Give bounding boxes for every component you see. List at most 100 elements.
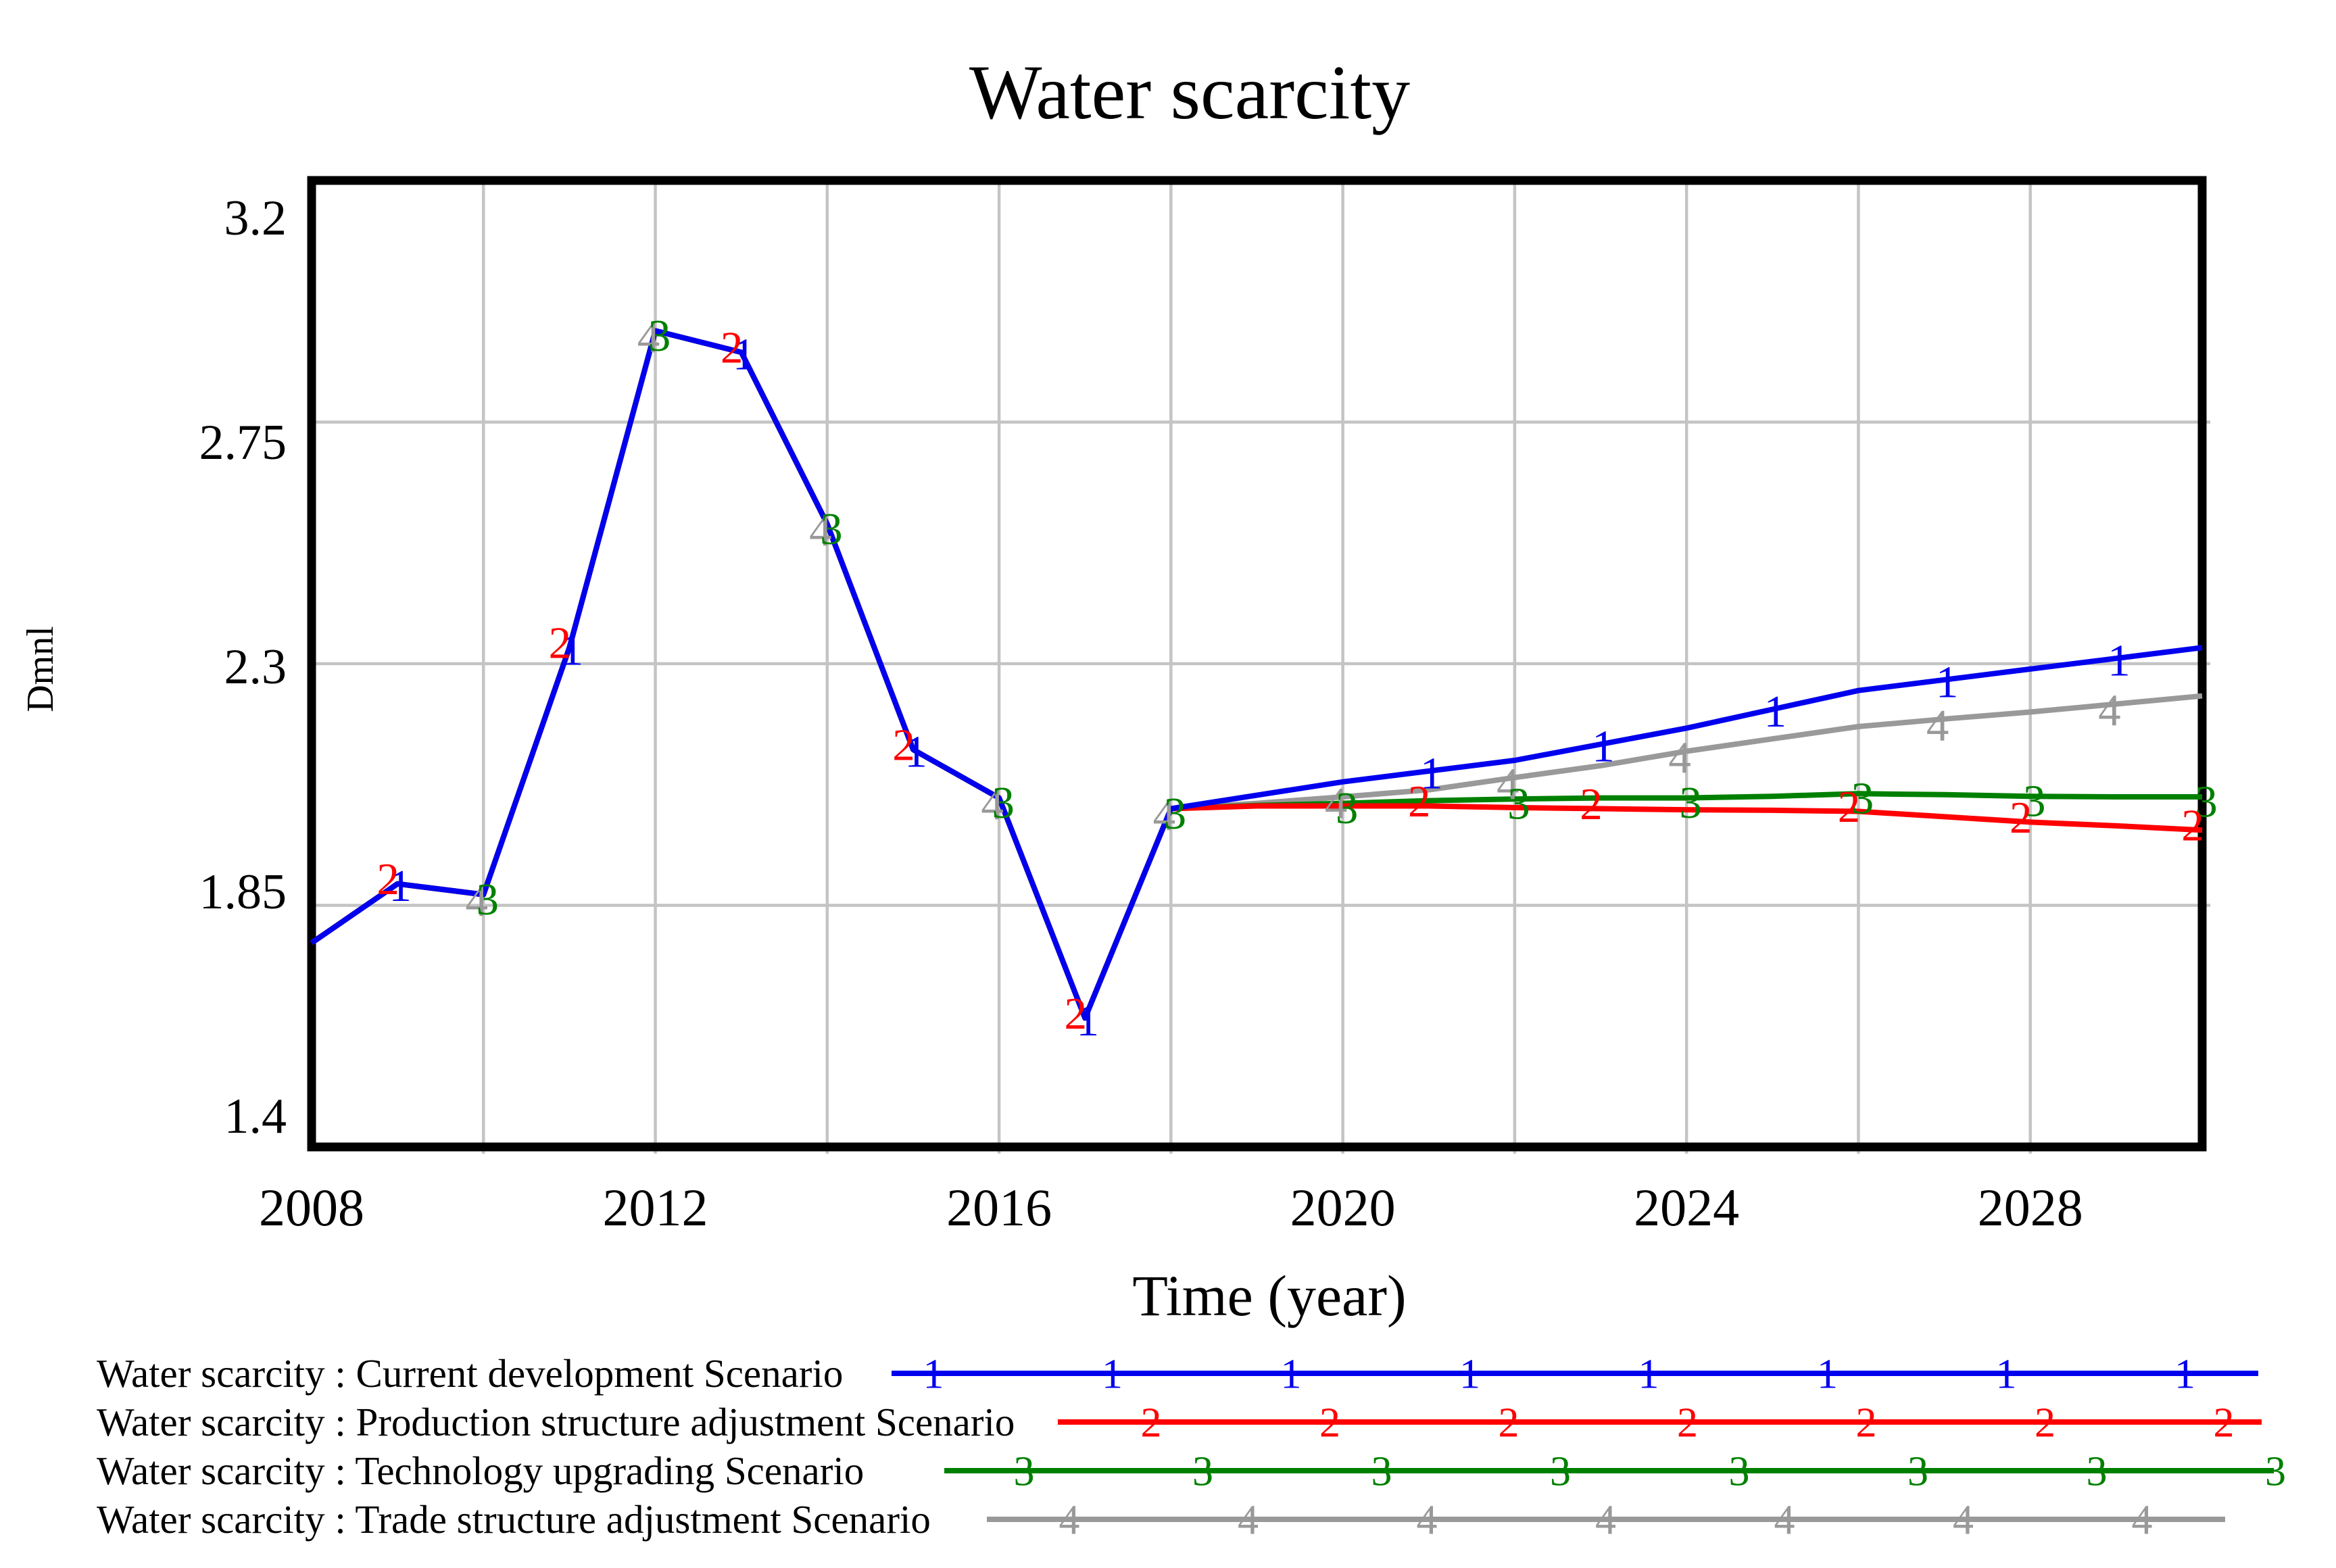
series-line-1 xyxy=(310,328,2203,1021)
series-1-marker-2027: 1 xyxy=(1936,657,1959,707)
plot-frame xyxy=(307,176,2207,1152)
legend-marker-3: 3 xyxy=(1550,1449,1571,1495)
x-axis-title: Time (year) xyxy=(1132,1263,1407,1328)
series-1-marker-2011: 1 xyxy=(561,625,584,675)
legend-item-label: Water scarcity : Trade structure adjustm… xyxy=(97,1497,931,1542)
series-1-marker-2009: 1 xyxy=(389,861,412,911)
series-3-marker-2018: 3 xyxy=(1164,789,1187,839)
y-axis-unit-label: Dmnl xyxy=(20,626,62,712)
legend-marker-4: 4 xyxy=(1417,1498,1438,1544)
legend-marker-1: 1 xyxy=(1638,1352,1659,1398)
series-2-marker-2013: 2 xyxy=(721,323,744,373)
series-3-marker-2024: 3 xyxy=(1679,778,1702,828)
legend-marker-1: 1 xyxy=(1281,1352,1302,1398)
series-3-marker-2014: 3 xyxy=(820,504,843,554)
series-3-marker-2012: 3 xyxy=(648,311,671,361)
legend-marker-4: 4 xyxy=(1595,1498,1616,1544)
series-2-marker-2017: 2 xyxy=(1064,989,1087,1039)
legend-item-label: Water scarcity : Production structure ad… xyxy=(97,1400,1015,1444)
series-3-marker-2030: 3 xyxy=(2195,777,2218,827)
series-4-marker-2029: 4 xyxy=(2098,685,2121,735)
legend-marker-4: 4 xyxy=(1953,1498,1974,1544)
series-4-marker-2022: 4 xyxy=(1496,759,1519,809)
y-tick-label: 1.4 xyxy=(224,1089,287,1144)
series-3-marker-2028: 3 xyxy=(2023,777,2046,827)
series-4-marker-2027: 4 xyxy=(1926,700,1949,750)
x-tick-label: 2016 xyxy=(946,1178,1052,1237)
legend-item-label: Water scarcity : Technology upgrading Sc… xyxy=(97,1448,865,1493)
x-tick-label: 2008 xyxy=(259,1178,364,1237)
y-tick-label: 3.2 xyxy=(224,191,287,246)
y-tick-label: 1.85 xyxy=(199,864,287,920)
legend-marker-2: 2 xyxy=(1141,1400,1162,1446)
legend-marker-4: 4 xyxy=(1238,1498,1259,1544)
series-1-marker-2025: 1 xyxy=(1764,687,1787,737)
x-tick-label: 2028 xyxy=(1977,1178,2083,1237)
chart-title: Water scarcity xyxy=(969,49,1411,135)
series-1-marker-2021: 1 xyxy=(1420,748,1443,798)
series-2-marker-2023: 2 xyxy=(1580,779,1603,829)
series-2-marker-2030: 2 xyxy=(2181,801,2204,851)
legend-marker-4: 4 xyxy=(1059,1498,1080,1544)
series-3-marker-2016: 3 xyxy=(992,778,1015,828)
series-1-marker-2017: 1 xyxy=(1076,996,1099,1046)
series-4-marker-2012: 4 xyxy=(637,312,660,362)
series-4-marker-2018: 4 xyxy=(1153,790,1176,840)
series-4-marker-2024: 4 xyxy=(1668,733,1691,783)
series-1-marker-2029: 1 xyxy=(2108,636,2131,686)
series-3-marker-2010: 3 xyxy=(477,875,500,925)
series-2-marker-2026: 2 xyxy=(1838,782,1861,832)
legend-marker-3: 3 xyxy=(2265,1449,2286,1495)
legend-marker-4: 4 xyxy=(2132,1498,2153,1544)
legend-marker-1: 1 xyxy=(1459,1352,1480,1398)
legend-marker-1: 1 xyxy=(1817,1352,1838,1398)
x-tick-label: 2024 xyxy=(1634,1178,1740,1237)
legend-marker-3: 3 xyxy=(1907,1449,1928,1495)
series-1-marker-2023: 1 xyxy=(1592,722,1615,772)
series-4-marker-2020: 4 xyxy=(1325,778,1348,828)
legend-marker-4: 4 xyxy=(1774,1498,1795,1544)
legend-marker-2: 2 xyxy=(1677,1400,1698,1446)
legend-marker-2: 2 xyxy=(2214,1400,2235,1446)
legend-marker-3: 3 xyxy=(1014,1449,1035,1495)
legend-marker-1: 1 xyxy=(1102,1352,1123,1398)
legend-marker-3: 3 xyxy=(1729,1449,1750,1495)
series-2-marker-2011: 2 xyxy=(549,618,572,668)
legend-marker-1: 1 xyxy=(2174,1352,2195,1398)
legend-marker-3: 3 xyxy=(1192,1449,1213,1495)
series-lines xyxy=(310,328,2203,1021)
legend-item-label: Water scarcity : Current development Sce… xyxy=(97,1351,844,1396)
series-2-marker-2015: 2 xyxy=(892,720,915,770)
series-3-marker-2026: 3 xyxy=(1851,774,1874,824)
series-1-marker-2015: 1 xyxy=(904,727,927,777)
x-tick-label: 2020 xyxy=(1290,1178,1396,1237)
legend-marker-2: 2 xyxy=(1499,1400,1519,1446)
gridlines xyxy=(312,180,2210,1154)
series-2-marker-2009: 2 xyxy=(376,854,399,904)
series-line-2 xyxy=(310,328,2203,1021)
legend-marker-3: 3 xyxy=(1371,1449,1392,1495)
y-tick-label: 2.75 xyxy=(199,415,287,470)
series-line-3 xyxy=(310,328,2202,1021)
series-4-marker-2010: 4 xyxy=(466,876,489,926)
series-2-marker-2028: 2 xyxy=(2010,793,2033,843)
series-1-marker-2013: 1 xyxy=(733,330,756,380)
series-line-4 xyxy=(310,328,2203,1021)
legend-lines: 1 1 1 1 1 1 1 12 2 2 2 2 2 23 3 3 3 3 3 3 34 4 4 4 4 4 4 xyxy=(892,1352,2286,1544)
legend-marker-1: 1 xyxy=(923,1352,944,1398)
series-4-marker-2014: 4 xyxy=(809,506,832,556)
legend-marker-2: 2 xyxy=(1319,1400,1340,1446)
x-tick-label: 2012 xyxy=(602,1178,708,1237)
series-2-marker-2021: 2 xyxy=(1408,777,1431,827)
series-3-marker-2022: 3 xyxy=(1507,779,1530,829)
legend-marker-2: 2 xyxy=(1856,1400,1877,1446)
y-tick-label: 2.3 xyxy=(224,639,287,695)
legend-marker-3: 3 xyxy=(2087,1449,2108,1495)
series-3-marker-2020: 3 xyxy=(1336,783,1359,833)
legend-marker-1: 1 xyxy=(1996,1352,2017,1398)
series-4-marker-2016: 4 xyxy=(981,779,1004,829)
legend-marker-2: 2 xyxy=(2035,1400,2055,1446)
